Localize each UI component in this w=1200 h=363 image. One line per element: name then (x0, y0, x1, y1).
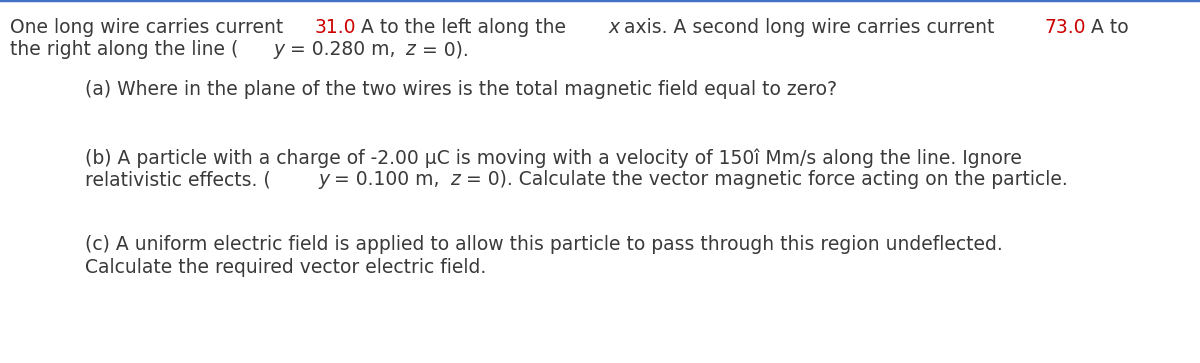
Text: y: y (318, 170, 329, 189)
Text: = 0.100 m,: = 0.100 m, (329, 170, 446, 189)
Text: axis. A second long wire carries current: axis. A second long wire carries current (618, 18, 1001, 37)
Text: = 0).: = 0). (415, 40, 468, 59)
Text: Calculate the required vector electric field.: Calculate the required vector electric f… (85, 258, 486, 277)
Text: y: y (274, 40, 284, 59)
Text: 73.0: 73.0 (1044, 18, 1086, 37)
Text: = 0). Calculate the vector magnetic force acting on the particle.: = 0). Calculate the vector magnetic forc… (460, 170, 1068, 189)
Text: x: x (608, 18, 619, 37)
Text: = 0.280 m,: = 0.280 m, (283, 40, 401, 59)
Text: A to: A to (1085, 18, 1128, 37)
Text: z: z (450, 170, 460, 189)
Text: 31.0: 31.0 (314, 18, 355, 37)
Text: the right along the line (: the right along the line ( (10, 40, 239, 59)
Text: A to the left along the: A to the left along the (355, 18, 571, 37)
Text: relativistic effects. (: relativistic effects. ( (85, 170, 271, 189)
Text: (b) A particle with a charge of -2.00 μC is moving with a velocity of 150î Mm/s : (b) A particle with a charge of -2.00 μC… (85, 148, 1022, 167)
Text: (c) A uniform electric field is applied to allow this particle to pass through t: (c) A uniform electric field is applied … (85, 235, 1003, 254)
Text: One long wire carries current: One long wire carries current (10, 18, 289, 37)
Text: z: z (406, 40, 415, 59)
Text: (a) Where in the plane of the two wires is the total magnetic field equal to zer: (a) Where in the plane of the two wires … (85, 80, 838, 99)
